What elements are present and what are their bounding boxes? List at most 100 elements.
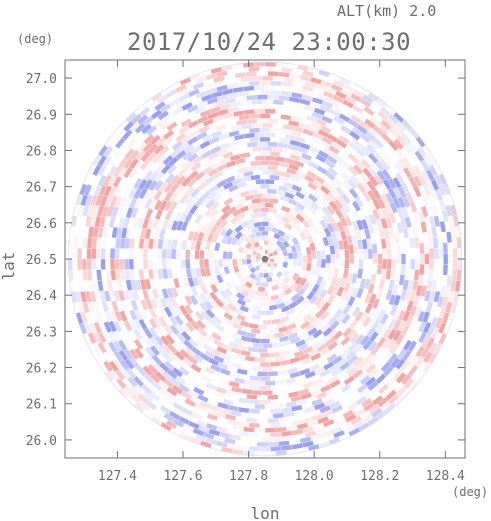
y-axis-title: lat	[0, 252, 18, 281]
radar-cell	[264, 427, 277, 433]
radar-cell	[400, 263, 406, 276]
radar-cell	[262, 193, 273, 199]
y-tick-label: 26.5	[26, 253, 57, 268]
radar-cell	[386, 248, 392, 260]
radar-cell	[438, 332, 448, 345]
radar-cell	[113, 146, 125, 159]
radar-cell	[227, 250, 234, 260]
radar-cell	[259, 136, 271, 142]
radar-cell	[210, 129, 223, 139]
radar-cell	[269, 361, 281, 368]
radar-cell	[91, 258, 97, 271]
radar-cell	[344, 258, 350, 270]
radar-cell	[320, 249, 327, 260]
radar-cell	[443, 253, 449, 265]
radar-cell	[170, 248, 177, 260]
radar-cell	[246, 141, 258, 148]
radar-cell	[249, 160, 261, 167]
radar-cell	[217, 258, 224, 268]
radar-cell	[404, 269, 411, 281]
radar-cell	[250, 183, 261, 191]
radar-cell	[148, 307, 158, 320]
radar-cell	[308, 145, 321, 155]
radar-cell	[254, 295, 264, 302]
radar-cell	[270, 408, 282, 415]
radar-cell	[442, 264, 449, 276]
radar-cell	[163, 278, 171, 290]
radar-cell	[262, 75, 274, 81]
radar-cell	[356, 268, 364, 280]
radar-cell	[81, 258, 88, 271]
radar-cell	[180, 117, 193, 128]
radar-cell	[258, 211, 268, 218]
radar-cell	[270, 445, 282, 452]
radar-cell	[261, 230, 269, 236]
radar-cell	[190, 411, 204, 421]
radar-cell	[114, 248, 121, 260]
radar-cell	[437, 236, 444, 249]
radar-cell	[267, 71, 279, 77]
radar-cell	[124, 148, 136, 160]
radar-cell	[218, 431, 231, 439]
radar-cell	[270, 80, 282, 87]
radar-cell	[224, 190, 236, 200]
radar-cell	[179, 432, 192, 442]
radar-cell	[248, 113, 261, 120]
radar-cell	[220, 204, 232, 214]
radar-cell	[311, 224, 321, 235]
x-axis-title: lon	[251, 504, 280, 521]
radar-cell	[231, 362, 244, 370]
radar-cell	[264, 225, 273, 232]
radar-cell	[206, 412, 219, 422]
radar-cell	[267, 141, 279, 148]
radar-cell	[194, 213, 204, 225]
radar-cell	[213, 242, 221, 252]
radar-cell	[262, 216, 272, 223]
radar-cell	[264, 380, 276, 386]
radar-cell	[428, 258, 435, 271]
radar-cell	[133, 248, 139, 260]
radar-cell	[227, 419, 239, 427]
radar-cell	[109, 258, 116, 270]
radar-cell	[262, 343, 273, 349]
radar-cell	[82, 236, 89, 249]
radar-cell	[275, 264, 283, 273]
radar-cell	[267, 164, 278, 171]
radar-cell	[255, 333, 266, 339]
radar-cell	[152, 258, 158, 270]
radar-cell	[267, 94, 279, 101]
radar-cell	[340, 313, 352, 325]
radar-cell	[398, 274, 406, 286]
radar-cell	[174, 83, 188, 94]
radar-cell	[180, 239, 188, 250]
radar-cell	[351, 104, 364, 115]
radar-cell	[318, 69, 331, 78]
radar-cell	[223, 437, 236, 445]
radar-cell	[199, 258, 205, 269]
radar-cell	[252, 146, 263, 152]
radar-cell	[303, 104, 316, 113]
radar-cell	[144, 207, 154, 220]
radar-cell	[194, 310, 205, 322]
radar-cell	[72, 247, 78, 260]
radar-cell	[381, 248, 388, 260]
radar-center-marker	[261, 255, 269, 263]
radar-cell	[114, 258, 121, 270]
radar-cell	[114, 237, 122, 249]
y-tick-label: 26.6	[26, 217, 57, 232]
radar-cell	[100, 247, 106, 260]
radar-cell	[180, 258, 186, 270]
radar-cell	[255, 179, 266, 185]
radar-cell	[161, 248, 168, 260]
radar-cell	[334, 258, 341, 269]
radar-cell	[185, 249, 191, 260]
radar-cell	[236, 368, 248, 376]
radar-cell	[275, 108, 287, 116]
radar-cell	[161, 258, 168, 270]
radar-cell	[358, 248, 364, 260]
radar-cell	[128, 258, 135, 270]
radar-cell	[156, 248, 163, 260]
radar-cell	[177, 229, 186, 241]
radar-cell	[267, 347, 278, 354]
